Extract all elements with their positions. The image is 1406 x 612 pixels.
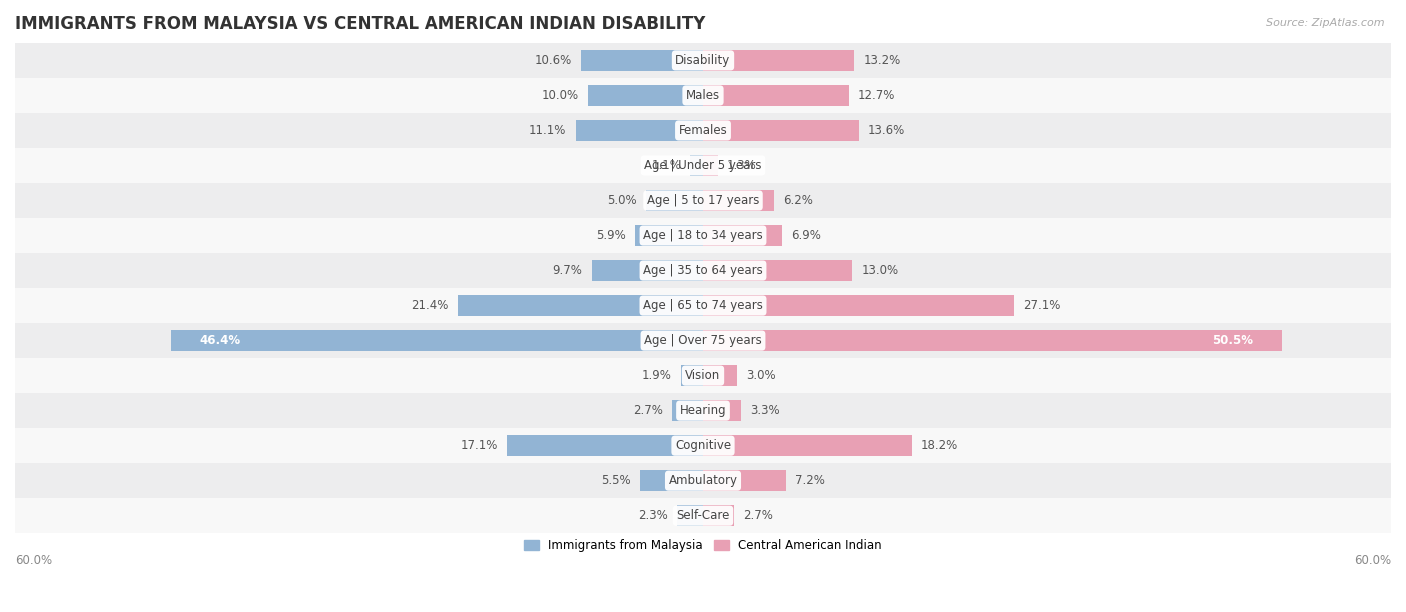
Text: Hearing: Hearing — [679, 404, 727, 417]
Text: 3.3%: 3.3% — [749, 404, 780, 417]
Text: Disability: Disability — [675, 54, 731, 67]
Text: Cognitive: Cognitive — [675, 439, 731, 452]
Bar — [703, 470, 786, 491]
Bar — [703, 400, 741, 421]
Bar — [703, 155, 718, 176]
Bar — [703, 50, 855, 71]
Bar — [682, 365, 703, 386]
Text: 3.0%: 3.0% — [747, 369, 776, 382]
Text: 10.0%: 10.0% — [543, 89, 579, 102]
Text: Age | 35 to 64 years: Age | 35 to 64 years — [643, 264, 763, 277]
Bar — [172, 330, 703, 351]
Bar — [703, 260, 852, 281]
Bar — [640, 470, 703, 491]
Text: Age | 5 to 17 years: Age | 5 to 17 years — [647, 194, 759, 207]
Bar — [703, 85, 849, 106]
Text: 5.9%: 5.9% — [596, 229, 626, 242]
Text: 17.1%: 17.1% — [460, 439, 498, 452]
Text: 10.6%: 10.6% — [536, 54, 572, 67]
Text: 13.0%: 13.0% — [862, 264, 898, 277]
Bar — [703, 190, 775, 211]
Bar — [592, 260, 703, 281]
Bar — [15, 323, 1391, 358]
Text: 50.5%: 50.5% — [1212, 334, 1253, 347]
Text: 7.2%: 7.2% — [794, 474, 824, 487]
Text: Self-Care: Self-Care — [676, 509, 730, 522]
Text: 13.6%: 13.6% — [868, 124, 905, 137]
Bar — [15, 78, 1391, 113]
Text: Females: Females — [679, 124, 727, 137]
Text: 46.4%: 46.4% — [200, 334, 240, 347]
Text: 18.2%: 18.2% — [921, 439, 957, 452]
Text: 1.3%: 1.3% — [727, 159, 756, 172]
Text: Age | Over 75 years: Age | Over 75 years — [644, 334, 762, 347]
Bar — [15, 498, 1391, 533]
Text: 11.1%: 11.1% — [529, 124, 567, 137]
Text: 5.5%: 5.5% — [602, 474, 631, 487]
Bar — [703, 365, 737, 386]
Text: 1.9%: 1.9% — [643, 369, 672, 382]
Text: Age | 65 to 74 years: Age | 65 to 74 years — [643, 299, 763, 312]
Text: 2.3%: 2.3% — [638, 509, 668, 522]
Bar — [676, 505, 703, 526]
Bar — [703, 505, 734, 526]
Text: 6.2%: 6.2% — [783, 194, 813, 207]
Text: Age | 18 to 34 years: Age | 18 to 34 years — [643, 229, 763, 242]
Text: 21.4%: 21.4% — [411, 299, 449, 312]
Bar — [672, 400, 703, 421]
Bar — [15, 288, 1391, 323]
Bar — [15, 253, 1391, 288]
Text: Source: ZipAtlas.com: Source: ZipAtlas.com — [1267, 18, 1385, 28]
Bar — [15, 358, 1391, 393]
Bar — [690, 155, 703, 176]
Bar — [15, 463, 1391, 498]
Bar — [508, 435, 703, 456]
Bar — [15, 218, 1391, 253]
Text: 27.1%: 27.1% — [1024, 299, 1060, 312]
Text: 5.0%: 5.0% — [607, 194, 637, 207]
Text: 13.2%: 13.2% — [863, 54, 901, 67]
Text: Vision: Vision — [685, 369, 721, 382]
Legend: Immigrants from Malaysia, Central American Indian: Immigrants from Malaysia, Central Americ… — [520, 534, 886, 557]
Bar — [703, 330, 1282, 351]
Text: 2.7%: 2.7% — [744, 509, 773, 522]
Bar — [636, 225, 703, 246]
Bar — [457, 295, 703, 316]
Text: Ambulatory: Ambulatory — [668, 474, 738, 487]
Bar — [703, 225, 782, 246]
Bar — [15, 183, 1391, 218]
Bar — [703, 120, 859, 141]
Text: 60.0%: 60.0% — [1354, 554, 1391, 567]
Text: 60.0%: 60.0% — [15, 554, 52, 567]
Bar — [645, 190, 703, 211]
Text: 1.1%: 1.1% — [651, 159, 682, 172]
Bar — [15, 43, 1391, 78]
Bar — [15, 393, 1391, 428]
Bar — [582, 50, 703, 71]
Text: 2.7%: 2.7% — [633, 404, 662, 417]
Bar — [703, 295, 1014, 316]
Text: 12.7%: 12.7% — [858, 89, 896, 102]
Text: Males: Males — [686, 89, 720, 102]
Bar — [15, 148, 1391, 183]
Bar — [588, 85, 703, 106]
Bar — [575, 120, 703, 141]
Text: Age | Under 5 years: Age | Under 5 years — [644, 159, 762, 172]
Bar — [15, 113, 1391, 148]
Text: 9.7%: 9.7% — [553, 264, 582, 277]
Text: IMMIGRANTS FROM MALAYSIA VS CENTRAL AMERICAN INDIAN DISABILITY: IMMIGRANTS FROM MALAYSIA VS CENTRAL AMER… — [15, 15, 706, 33]
Bar — [15, 428, 1391, 463]
Text: 6.9%: 6.9% — [792, 229, 821, 242]
Bar — [703, 435, 911, 456]
